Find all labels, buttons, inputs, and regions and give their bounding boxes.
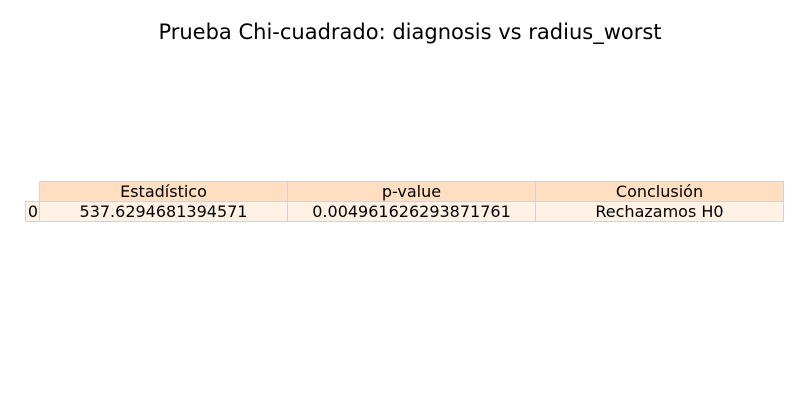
- column-header-statistic: Estadístico: [39, 181, 288, 202]
- statistic-value-cell: 537.6294681394571: [39, 201, 288, 222]
- table-row: 0 537.6294681394571 0.004961626293871761…: [25, 201, 784, 222]
- table-corner-cell: [26, 182, 40, 202]
- conclusion-cell: Rechazamos H0: [535, 201, 784, 222]
- chart-title: Prueba Chi-cuadrado: diagnosis vs radius…: [158, 20, 662, 44]
- chi-square-results-table: Estadístico p-value Conclusión 0 537.629…: [25, 181, 784, 222]
- p-value-cell: 0.004961626293871761: [287, 201, 536, 222]
- column-header-conclusion: Conclusión: [535, 181, 784, 202]
- table-header-row: Estadístico p-value Conclusión: [26, 181, 784, 202]
- column-header-p-value: p-value: [287, 181, 536, 202]
- row-index-cell: 0: [25, 201, 40, 222]
